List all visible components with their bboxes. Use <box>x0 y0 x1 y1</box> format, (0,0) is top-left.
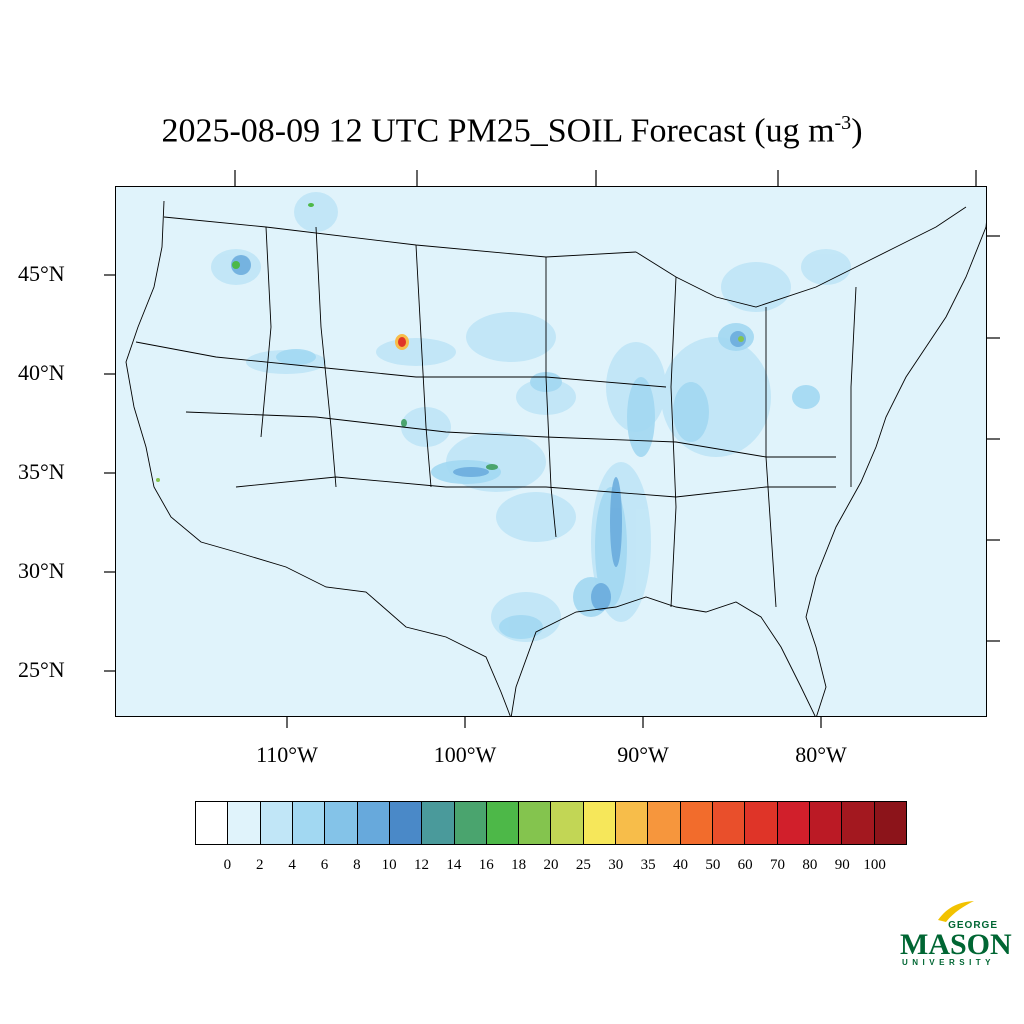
colorbar-label: 16 <box>478 857 494 873</box>
logo-flame-icon <box>938 901 974 922</box>
map-field <box>116 187 986 716</box>
colorbar-label: 30 <box>608 857 624 873</box>
lon-label-110w: 110°W <box>256 742 318 767</box>
colorbar-swatch <box>325 802 358 844</box>
colorbar-swatch <box>422 802 455 844</box>
colorbar-label: 10 <box>381 857 397 873</box>
colorbar-swatch <box>196 802 229 844</box>
colorbar-swatch <box>260 802 293 844</box>
colorbar-label: 0 <box>223 857 232 873</box>
colorbar-label: 18 <box>511 857 527 873</box>
title-superscript: -3 <box>834 112 852 134</box>
colorbar-label: 8 <box>353 857 361 873</box>
colorbar-swatch <box>745 802 778 844</box>
colorbar-swatch <box>809 802 843 844</box>
colorbar-label: 40 <box>672 857 688 873</box>
logo-university: UNIVERSITY <box>902 958 996 967</box>
lat-label-25: 25°N <box>18 657 65 682</box>
colorbar-label: 80 <box>802 857 818 873</box>
lon-label-90w: 90°W <box>617 742 669 767</box>
colorbar-label: 100 <box>863 857 886 873</box>
colorbar <box>195 801 907 845</box>
logo-george: GEORGE <box>948 920 998 931</box>
colorbar-label: 6 <box>320 857 329 873</box>
lat-label-35: 35°N <box>18 459 65 484</box>
colorbar-swatch <box>777 802 810 844</box>
colorbar-swatch <box>648 802 681 844</box>
lon-label-100w: 100°W <box>433 742 497 767</box>
colorbar-swatch <box>874 802 906 844</box>
colorbar-label: 50 <box>705 857 721 873</box>
colorbar-label: 4 <box>288 857 296 873</box>
colorbar-swatch <box>292 802 326 844</box>
colorbar-swatch <box>551 802 584 844</box>
title-close: ) <box>851 112 863 150</box>
colorbar-swatch <box>228 802 261 844</box>
colorbar-label: 25 <box>575 857 591 873</box>
title-text: 2025-08-09 12 UTC PM25_SOIL Forecast (ug… <box>161 112 835 150</box>
colorbar-swatch <box>357 802 390 844</box>
colorbar-label: 2 <box>255 857 264 873</box>
colorbar-swatch <box>680 802 713 844</box>
colorbar-swatch <box>389 802 423 844</box>
forecast-map <box>115 186 987 717</box>
colorbar-label: 20 <box>543 857 559 873</box>
lon-label-80w: 80°W <box>795 742 847 767</box>
colorbar-swatch <box>454 802 487 844</box>
colorbar-swatch <box>583 802 617 844</box>
colorbar-label: 14 <box>446 857 462 873</box>
colorbar-swatch <box>713 802 746 844</box>
lat-label-40: 40°N <box>18 360 65 385</box>
lat-label-45: 45°N <box>18 261 65 286</box>
colorbar-label: 70 <box>770 857 786 873</box>
colorbar-label: 12 <box>414 857 430 873</box>
colorbar-label: 90 <box>834 857 850 873</box>
colorbar-swatch <box>519 802 552 844</box>
colorbar-swatch <box>842 802 875 844</box>
colorbar-swatch <box>486 802 520 844</box>
map-title: 2025-08-09 12 UTC PM25_SOIL Forecast (ug… <box>0 112 1024 150</box>
lat-label-30: 30°N <box>18 558 65 583</box>
colorbar-swatch <box>616 802 649 844</box>
gmu-logo: GEORGE MASON UNIVERSITY <box>898 900 1012 968</box>
colorbar-label: 35 <box>640 857 656 873</box>
logo-mason: MASON <box>900 928 1012 961</box>
colorbar-label: 60 <box>737 857 753 873</box>
